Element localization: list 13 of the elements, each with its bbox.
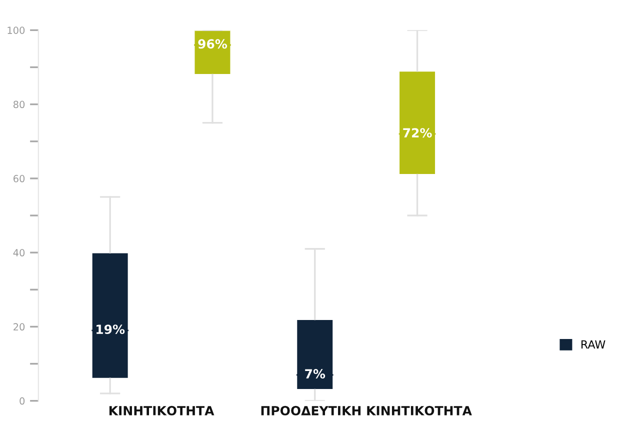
y-tick-label: 60 — [14, 174, 25, 182]
y-tick-label: 20 — [14, 323, 25, 331]
y-tick-label: 100 — [8, 26, 25, 34]
x-tick-label: ΠΡΟΟΔΕΥΤΙΚΗ ΚΙΝΗΤΙΚΟΤΗΤΑ — [261, 406, 472, 416]
text: 96% — [198, 39, 228, 49]
text: 72% — [403, 128, 432, 138]
text: 19% — [96, 324, 125, 334]
y-tick-label: 40 — [13, 249, 25, 256]
text: 7% — [305, 369, 326, 379]
x-tick-label: ΚΙΝΗΤΙΚΟΤΗΤΑ — [109, 406, 214, 416]
legend-label: RAW — [581, 340, 606, 348]
y-tick-label: 0 — [20, 397, 25, 405]
y-tick-label: 80 — [13, 100, 25, 108]
